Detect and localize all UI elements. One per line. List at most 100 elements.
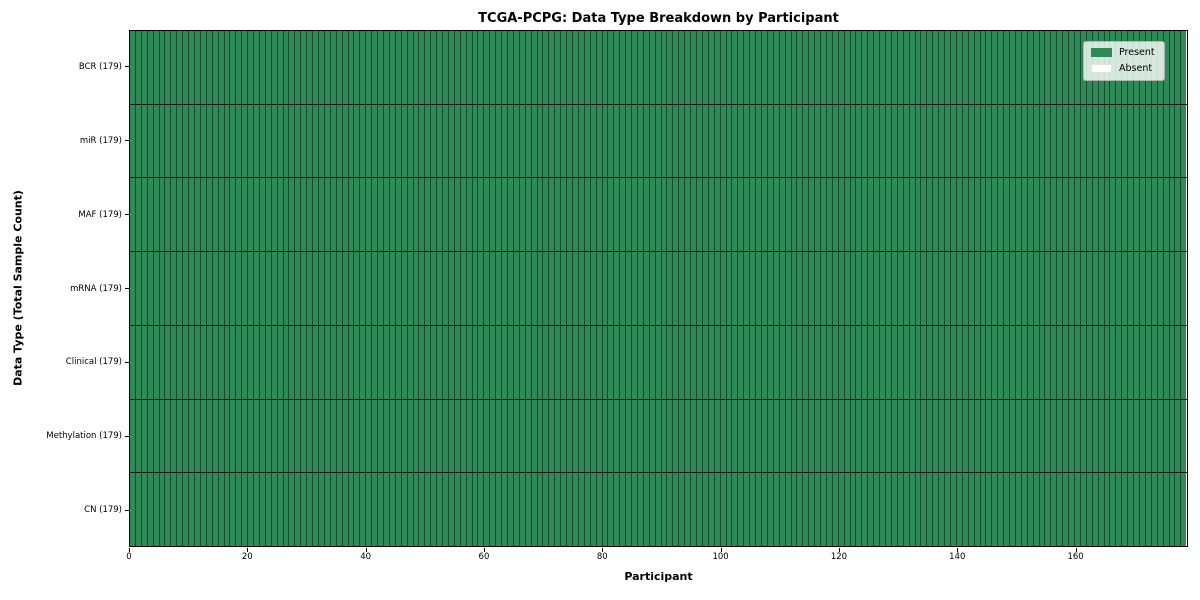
heatmap-cell xyxy=(843,473,850,547)
heatmap-cell xyxy=(849,104,856,178)
heatmap-cell xyxy=(979,473,986,547)
heatmap-cell xyxy=(731,399,738,473)
heatmap-cell xyxy=(134,31,141,104)
heatmap-cell xyxy=(713,104,720,178)
heatmap-cell xyxy=(130,252,135,325)
heatmap-cell xyxy=(1144,252,1151,325)
heatmap-cell xyxy=(1115,178,1122,252)
heatmap-cell xyxy=(837,399,844,473)
heatmap-cell xyxy=(270,31,277,104)
heatmap-cell xyxy=(152,178,159,252)
heatmap-cell xyxy=(636,473,643,547)
heatmap-cell xyxy=(442,399,448,473)
heatmap-cell xyxy=(258,325,265,399)
heatmap-cell xyxy=(412,399,419,473)
heatmap-cell xyxy=(495,325,502,399)
heatmap-cell xyxy=(530,252,537,325)
heatmap-cell xyxy=(382,104,389,178)
heatmap-cell xyxy=(654,325,661,399)
heatmap-cell xyxy=(223,178,230,252)
heatmap-cell xyxy=(365,325,372,399)
heatmap-cell xyxy=(241,252,248,325)
heatmap-cell xyxy=(955,473,962,547)
heatmap-cell xyxy=(388,252,395,325)
heatmap-cell xyxy=(778,325,785,399)
heatmap-cell xyxy=(908,31,915,104)
heatmap-cell xyxy=(867,252,874,325)
heatmap-cell xyxy=(861,31,868,104)
heatmap-cell xyxy=(749,399,756,473)
heatmap-cell xyxy=(678,252,685,325)
heatmap-cell xyxy=(1103,473,1110,547)
heatmap-row-Clinical xyxy=(130,324,1187,399)
heatmap-cell xyxy=(241,104,248,178)
heatmap-cell xyxy=(1085,399,1092,473)
heatmap-cell xyxy=(1103,399,1110,473)
heatmap-cell xyxy=(164,399,171,473)
heatmap-cell xyxy=(300,473,307,547)
heatmap-cell xyxy=(737,325,744,399)
heatmap-cell xyxy=(199,252,206,325)
heatmap-cell xyxy=(690,104,696,178)
heatmap-cell xyxy=(607,178,614,252)
heatmap-cell xyxy=(134,399,141,473)
heatmap-cell xyxy=(554,31,561,104)
heatmap-cell xyxy=(890,252,897,325)
heatmap-cell xyxy=(512,104,519,178)
heatmap-cell xyxy=(365,473,372,547)
heatmap-cell xyxy=(967,473,974,547)
heatmap-cell xyxy=(229,325,236,399)
heatmap-cell xyxy=(400,178,407,252)
heatmap-cell xyxy=(660,31,667,104)
heatmap-cell xyxy=(896,399,903,473)
heatmap-cell xyxy=(636,178,643,252)
heatmap-cell xyxy=(548,31,555,104)
heatmap-cell xyxy=(731,104,738,178)
heatmap-cell xyxy=(1162,325,1169,399)
heatmap-cell xyxy=(784,325,791,399)
heatmap-cell xyxy=(140,104,147,178)
heatmap-cell xyxy=(1038,473,1045,547)
heatmap-cell xyxy=(991,31,998,104)
heatmap-cell xyxy=(1026,178,1033,252)
heatmap-cell xyxy=(1138,399,1145,473)
heatmap-cell xyxy=(1026,252,1033,325)
heatmap-cell xyxy=(353,473,360,547)
heatmap-cell xyxy=(583,325,590,399)
heatmap-cell xyxy=(1144,178,1151,252)
heatmap-cell xyxy=(554,252,561,325)
x-tick-mark xyxy=(957,548,959,552)
heatmap-cell xyxy=(696,473,702,547)
heatmap-cell xyxy=(158,252,165,325)
heatmap-row-Methylation xyxy=(130,398,1187,473)
heatmap-cell xyxy=(1180,31,1187,104)
y-axis-label: Data Type (Total Sample Count) xyxy=(11,190,25,386)
heatmap-cell xyxy=(329,178,336,252)
heatmap-cell xyxy=(1085,178,1092,252)
heatmap-cell xyxy=(725,104,732,178)
heatmap-cell xyxy=(660,104,667,178)
heatmap-cell xyxy=(755,399,761,473)
heatmap-cell xyxy=(985,31,992,104)
heatmap-cell xyxy=(861,399,868,473)
heatmap-cell xyxy=(430,473,437,547)
heatmap-cell xyxy=(1003,31,1010,104)
heatmap-cell xyxy=(749,31,756,104)
heatmap-cell xyxy=(944,473,950,547)
heatmap-cell xyxy=(949,31,956,104)
heatmap-cell xyxy=(1038,178,1045,252)
heatmap-cell xyxy=(270,178,277,252)
x-tick-mark xyxy=(1075,548,1077,552)
heatmap-cell xyxy=(1044,252,1051,325)
heatmap-cell xyxy=(973,399,980,473)
heatmap-cell xyxy=(465,325,472,399)
heatmap-cell xyxy=(648,178,655,252)
heatmap-cell xyxy=(394,399,401,473)
heatmap-cell xyxy=(843,31,850,104)
heatmap-cell xyxy=(359,325,366,399)
heatmap-cell xyxy=(790,473,797,547)
heatmap-cell xyxy=(1138,178,1145,252)
heatmap-cell xyxy=(335,104,342,178)
heatmap-cell xyxy=(1174,178,1181,252)
heatmap-cell xyxy=(731,178,738,252)
